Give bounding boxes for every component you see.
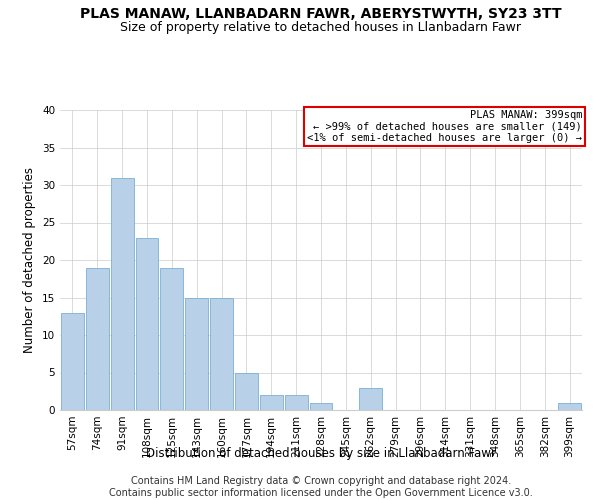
Bar [61,312,84,410]
Bar [111,178,134,410]
Bar [185,298,208,410]
Bar [86,268,109,410]
Bar [160,268,183,410]
Text: Size of property relative to detached houses in Llanbadarn Fawr: Size of property relative to detached ho… [121,21,521,34]
Y-axis label: Number of detached properties: Number of detached properties [23,167,37,353]
Bar [260,395,283,410]
Bar [136,238,158,410]
Text: PLAS MANAW: 399sqm
← >99% of detached houses are smaller (149)
<1% of semi-detac: PLAS MANAW: 399sqm ← >99% of detached ho… [307,110,582,143]
Bar [235,372,258,410]
Text: Distribution of detached houses by size in Llanbadarn Fawr: Distribution of detached houses by size … [146,448,496,460]
Bar [285,395,308,410]
Text: Contains HM Land Registry data © Crown copyright and database right 2024.
Contai: Contains HM Land Registry data © Crown c… [109,476,533,498]
Bar [359,388,382,410]
Bar [310,402,332,410]
Text: PLAS MANAW, LLANBADARN FAWR, ABERYSTWYTH, SY23 3TT: PLAS MANAW, LLANBADARN FAWR, ABERYSTWYTH… [80,8,562,22]
Bar [210,298,233,410]
Bar [558,402,581,410]
